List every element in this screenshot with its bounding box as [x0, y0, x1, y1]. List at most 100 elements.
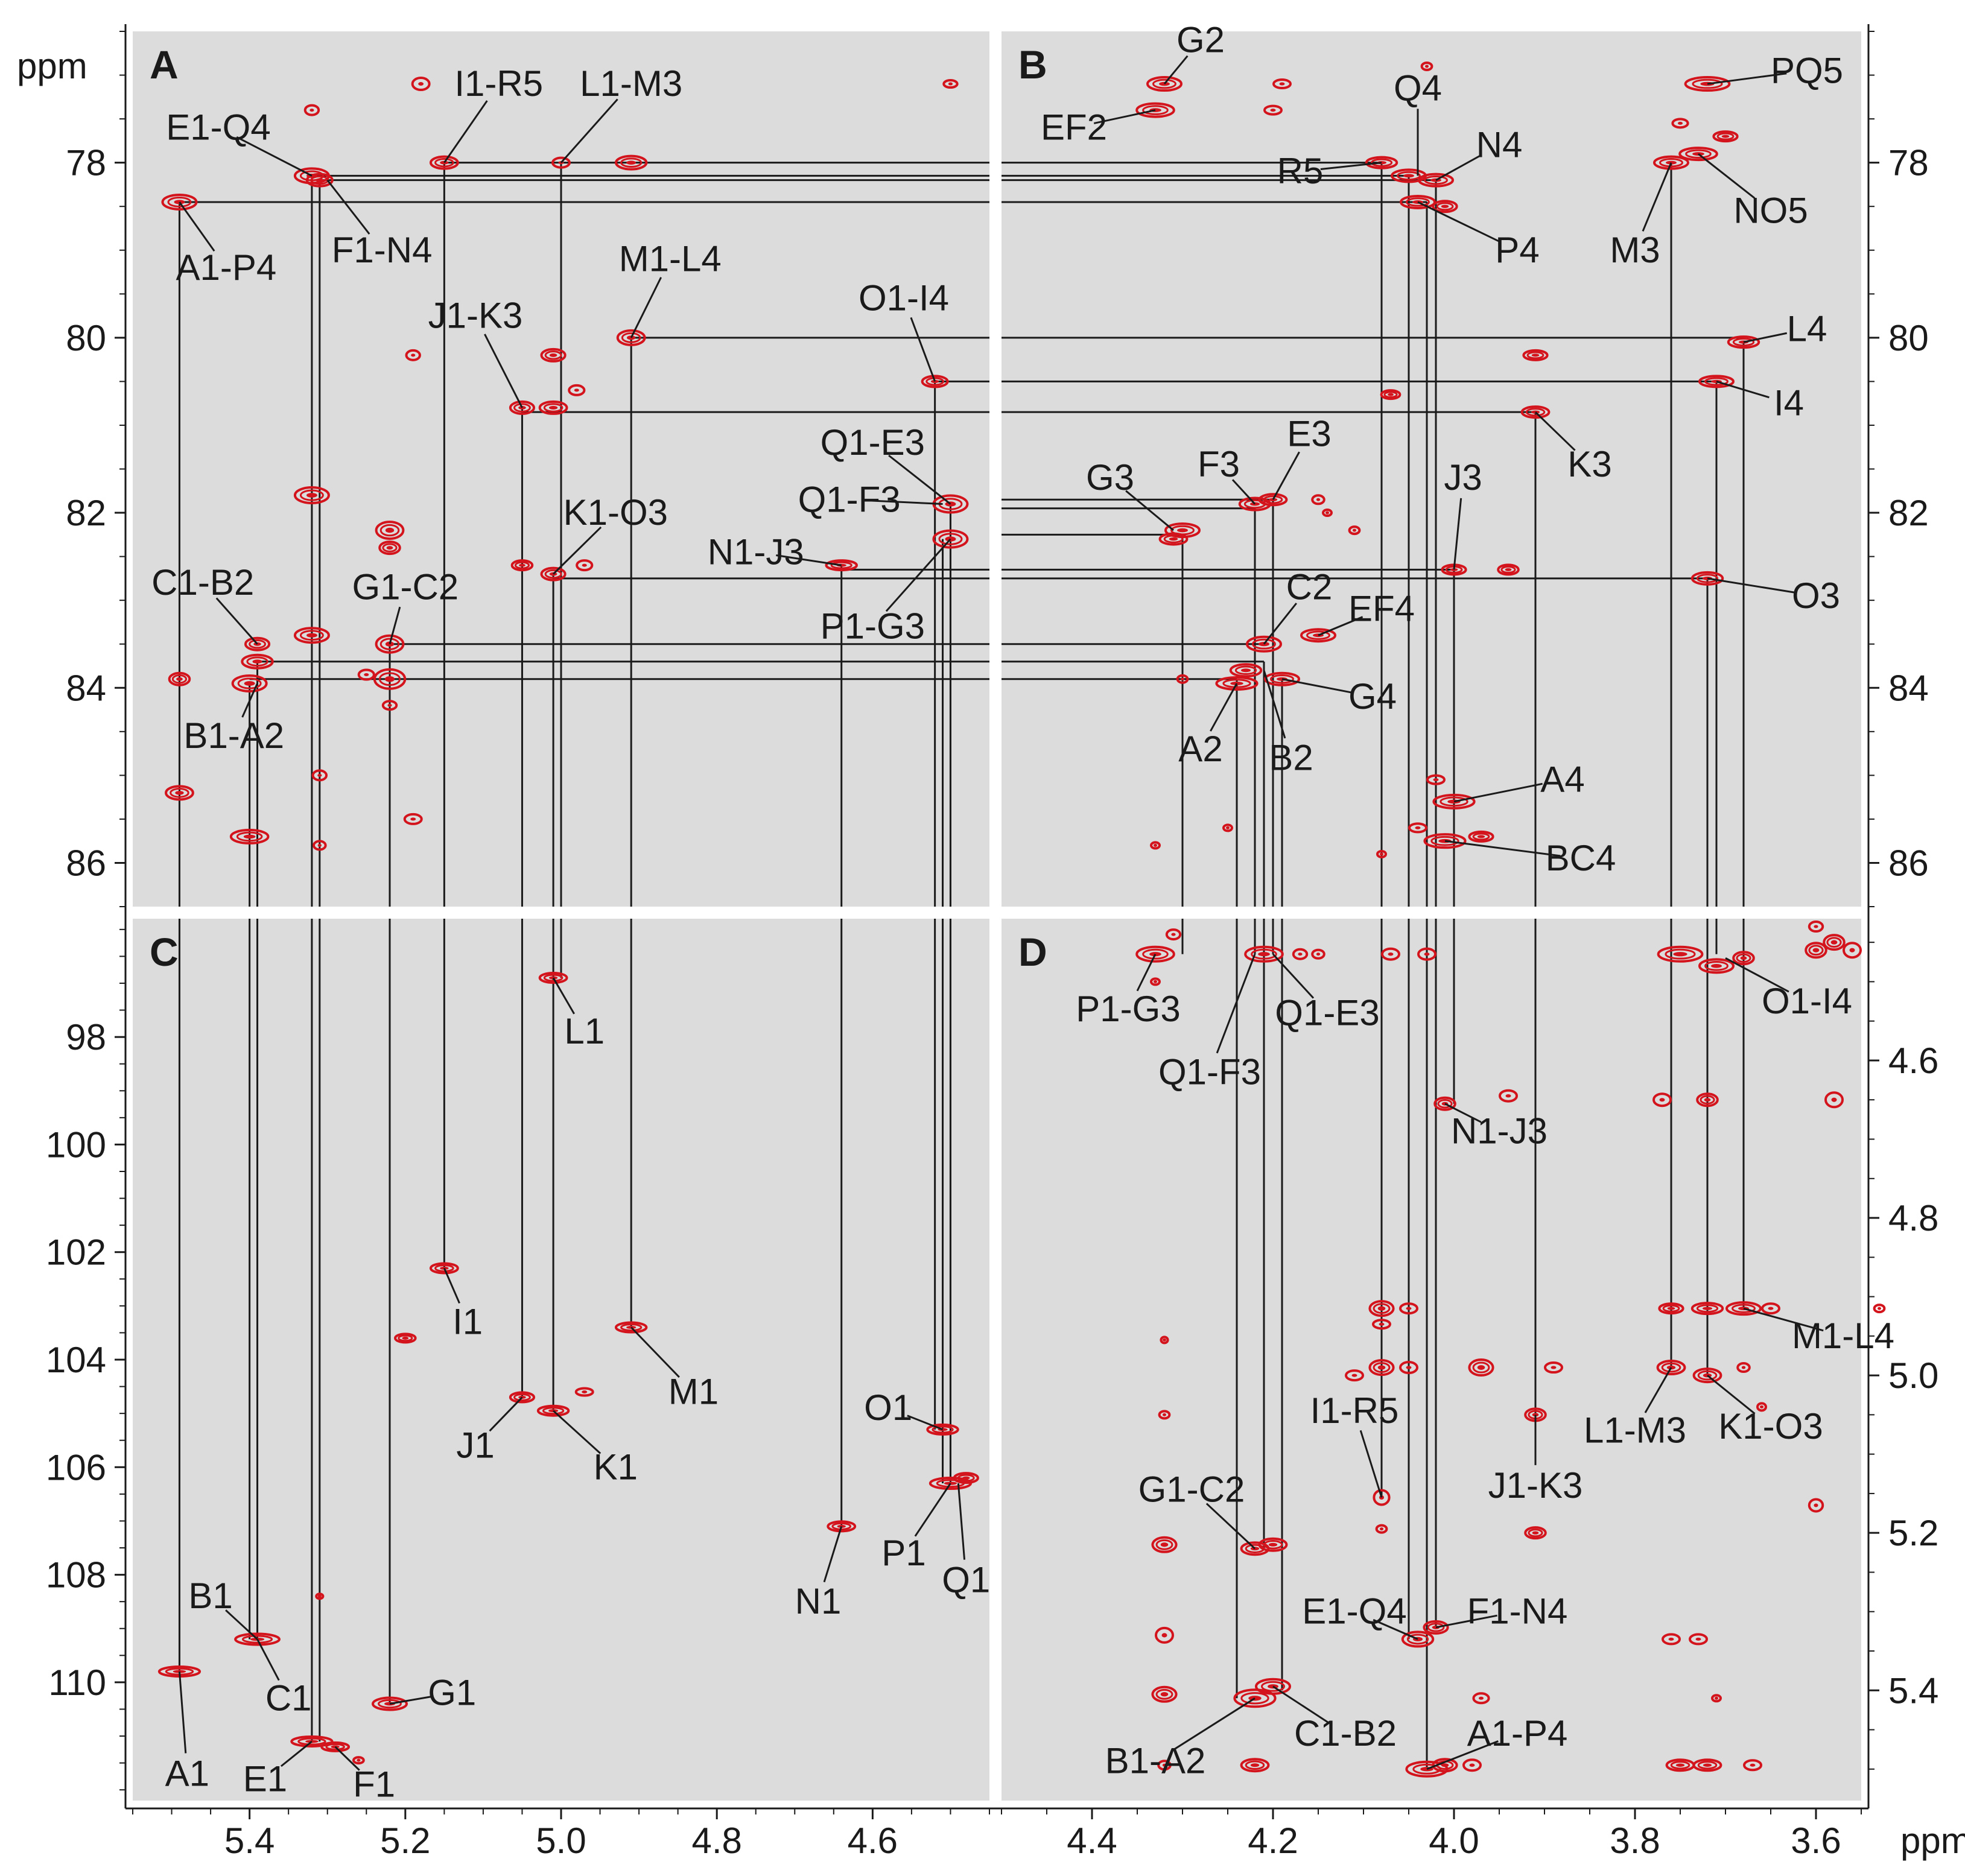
peak-contour-outer	[509, 1391, 536, 1404]
panel-c-background	[133, 919, 989, 1801]
peak-contour-mid	[1406, 1634, 1429, 1645]
peak-annotation: B2	[1263, 670, 1313, 778]
peak-annotation: A2	[1178, 683, 1238, 769]
nmr-peak	[1692, 1758, 1722, 1772]
annotation-label: C1	[265, 1678, 312, 1719]
y-top-right-tick-label: 80	[1888, 318, 1929, 358]
nmr-peak	[305, 173, 334, 188]
peak-contour-outer	[1322, 509, 1333, 518]
peak-core	[244, 681, 255, 686]
nmr-peak	[1391, 168, 1427, 183]
peak-core	[1425, 65, 1429, 68]
peak-core	[1279, 82, 1285, 86]
peak-core	[317, 1594, 322, 1598]
peak-annotation: K1	[553, 1410, 638, 1487]
nmr-peak	[1689, 1633, 1708, 1646]
nmr-peak	[1420, 62, 1433, 72]
peak-annotation: I1-R5	[1310, 1390, 1398, 1498]
peak-contour-outer	[1696, 1092, 1719, 1108]
peak-contour-outer	[932, 529, 969, 549]
peak-core	[1469, 1763, 1475, 1767]
peak-contour-mid	[378, 672, 401, 686]
peak-contour-mid	[1472, 832, 1490, 841]
nmr-peak	[1472, 1692, 1490, 1705]
peak-annotation: L1-M3	[560, 63, 682, 163]
peak-annotation: J1-K3	[428, 296, 523, 408]
peak-core	[519, 563, 525, 567]
peak-core	[1768, 1307, 1774, 1310]
annotation-label: PQ5	[1771, 50, 1843, 90]
peak-core	[1316, 498, 1321, 501]
peak-core	[1250, 1763, 1260, 1767]
annotation-label: A1-P4	[1467, 1713, 1568, 1754]
peak-contour-outer	[1348, 525, 1361, 536]
peak-contour-mid	[1716, 132, 1735, 141]
peak-core	[1675, 1763, 1685, 1767]
peak-core	[418, 82, 424, 86]
peak-annotation: N1-J3	[708, 531, 842, 572]
nmr-peak	[1653, 155, 1689, 170]
peak-contour-outer	[1375, 1524, 1388, 1534]
nmr-peak	[1736, 1362, 1751, 1374]
peak-contour-outer	[1499, 1089, 1518, 1103]
peak-core	[1695, 1637, 1701, 1641]
peak-core	[1814, 1503, 1818, 1507]
peak-contour-mid	[1697, 1370, 1718, 1381]
peak-core	[1325, 511, 1329, 515]
annotation-leader	[888, 454, 951, 505]
peak-contour-outer	[1233, 1688, 1277, 1708]
peak-contour-outer	[540, 347, 567, 363]
peak-contour-outer	[1652, 1092, 1672, 1108]
peak-contour-mid	[171, 674, 188, 684]
peak-contour-outer	[538, 972, 568, 984]
nmr-peak	[1743, 1759, 1762, 1772]
nmr-peak	[394, 1333, 417, 1344]
peak-contour-outer	[1150, 841, 1161, 850]
x-right-tick-label: 4.4	[1067, 1821, 1117, 1861]
peak-core	[1258, 952, 1270, 957]
peak-contour-outer	[229, 828, 270, 845]
peak-contour-outer	[290, 1735, 334, 1748]
peak-annotation: G3	[1086, 457, 1174, 531]
annotation-label: G1	[428, 1673, 476, 1713]
peak-contour-outer	[234, 1632, 281, 1646]
peak-contour-mid	[378, 1699, 402, 1709]
annotation-label: E1	[243, 1758, 287, 1799]
peak-annotation: B1	[188, 1576, 258, 1640]
nmr-peak	[165, 785, 194, 801]
nmr-peak	[1311, 494, 1325, 505]
peak-annotation: E1-Q4	[166, 107, 313, 177]
peak-core	[1353, 528, 1356, 532]
nmr-peak	[290, 1735, 334, 1748]
peak-contour-outer	[1158, 1410, 1171, 1420]
annotation-leader	[1205, 1503, 1256, 1550]
peak-contour-outer	[1150, 977, 1161, 986]
peak-contour-outer	[1222, 823, 1233, 832]
nmr-peak	[1372, 1319, 1391, 1330]
peak-contour-mid	[1263, 495, 1283, 504]
annotation-label: B1-A2	[183, 715, 284, 756]
nmr-peak	[234, 1632, 281, 1646]
peak-core	[410, 817, 416, 821]
annotation-leader	[957, 1483, 966, 1560]
peak-contour-outer	[942, 79, 959, 89]
annotation-leader	[489, 1396, 523, 1432]
peak-contour-outer	[403, 813, 423, 825]
nmr-peak	[1368, 1359, 1395, 1377]
annotation-leader	[630, 1326, 680, 1378]
peak-annotation: L1	[552, 977, 605, 1051]
nmr-peak	[1365, 156, 1398, 170]
annotation-label: K3	[1567, 444, 1611, 484]
peak-core	[357, 1758, 361, 1762]
peak-core	[1403, 174, 1414, 178]
annotation-leader	[215, 597, 258, 645]
annotation-leader	[241, 683, 258, 718]
peak-contour-outer	[1468, 1358, 1494, 1377]
peak-contour-mid	[297, 1737, 326, 1746]
annotation-leader	[553, 1410, 602, 1454]
peak-contour-mid	[1142, 105, 1169, 115]
peak-annotation: Q1-F3	[1158, 954, 1261, 1092]
peak-contour-outer	[1258, 493, 1288, 507]
panel-separator-horizontal	[133, 907, 1861, 919]
annotation-leader	[552, 977, 575, 1015]
